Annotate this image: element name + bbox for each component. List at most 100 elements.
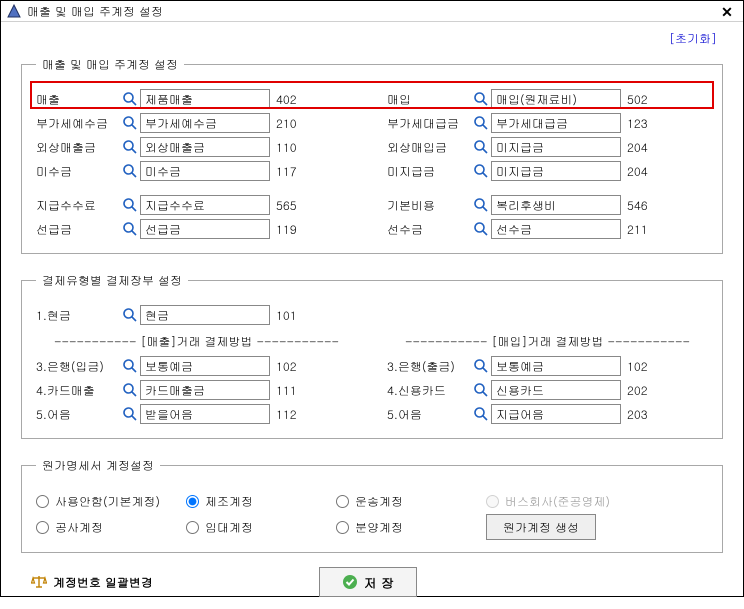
- acct-right-1-input[interactable]: [491, 113, 621, 133]
- close-button[interactable]: ✕: [717, 1, 737, 21]
- reset-link[interactable]: [초기화]: [669, 30, 717, 47]
- acct-left2-1-code: 119: [276, 221, 306, 238]
- cost-radio-5[interactable]: 임대계정: [186, 514, 336, 540]
- cost-radio-label-5: 임대계정: [205, 519, 253, 536]
- acct-left-0-code: 402: [276, 91, 306, 108]
- acct-right-3-input[interactable]: [491, 161, 621, 181]
- acct-right-3-code: 204: [627, 163, 657, 180]
- cost-radio-label-4: 공사계정: [55, 519, 103, 536]
- search-icon[interactable]: [122, 197, 138, 213]
- acct-left-3-row: 미수금 117: [36, 159, 357, 183]
- pay-sales-1-row: 4.카드매출111: [36, 378, 357, 402]
- cost-radio-4[interactable]: 공사계정: [36, 514, 186, 540]
- pay-purchase-2-input[interactable]: [491, 404, 621, 424]
- search-icon[interactable]: [473, 358, 489, 374]
- acct-right2-1-row: 선수금211: [387, 217, 708, 241]
- cash-row: 1.현금 101: [36, 303, 357, 327]
- cost-radio-input-5[interactable]: [186, 521, 199, 534]
- settings-window: 매출 및 매입 주계정 설정 ✕ [초기화] 매출 및 매입 주계정 설정 매출…: [0, 0, 744, 597]
- cash-input[interactable]: [140, 305, 270, 325]
- acct-left-0-input[interactable]: [140, 89, 270, 109]
- search-icon[interactable]: [122, 221, 138, 237]
- acct-right2-1-input[interactable]: [491, 219, 621, 239]
- acct-right2-0-label: 기본비용: [387, 197, 473, 214]
- acct-right2-0-code: 546: [627, 197, 657, 214]
- cost-radio-input-1[interactable]: [186, 495, 199, 508]
- acct-left-0-row: 매출402: [36, 87, 357, 111]
- search-icon[interactable]: [473, 115, 489, 131]
- pay-purchase-1-input[interactable]: [491, 380, 621, 400]
- acct-left-3-input[interactable]: [140, 161, 270, 181]
- pay-purchase-2-row: 5.어음 203: [387, 402, 708, 426]
- pay-purchase-0-input[interactable]: [491, 356, 621, 376]
- search-icon[interactable]: [473, 197, 489, 213]
- cost-radio-input-0[interactable]: [36, 495, 49, 508]
- generate-cost-button[interactable]: 원가계정 생성: [486, 514, 596, 540]
- bulk-change-link[interactable]: 계정번호 일괄변경: [31, 574, 153, 591]
- acct-right-0-label: 매입: [387, 91, 473, 108]
- save-label: 저 장: [364, 573, 394, 592]
- search-icon[interactable]: [122, 358, 138, 374]
- search-icon[interactable]: [122, 139, 138, 155]
- search-icon[interactable]: [473, 91, 489, 107]
- cost-radio-input-6[interactable]: [336, 521, 349, 534]
- search-icon[interactable]: [473, 139, 489, 155]
- acct-right2-1-code: 211: [627, 221, 657, 238]
- acct-left2-1-row: 선급금119: [36, 217, 357, 241]
- pay-sales-0-label: 3.은행(입금): [36, 358, 122, 375]
- acct-right-1-code: 123: [627, 115, 657, 132]
- search-icon[interactable]: [473, 382, 489, 398]
- search-icon[interactable]: [122, 163, 138, 179]
- main-account-legend: 매출 및 매입 주계정 설정: [36, 56, 184, 73]
- acct-right-3-label: 미지급금: [387, 163, 473, 180]
- acct-left-2-input[interactable]: [140, 137, 270, 157]
- search-icon[interactable]: [122, 406, 138, 422]
- cost-radio-input-2[interactable]: [336, 495, 349, 508]
- search-icon[interactable]: [473, 221, 489, 237]
- pay-sales-2-row: 5.어음112: [36, 402, 357, 426]
- search-icon[interactable]: [473, 406, 489, 422]
- acct-left-3-code: 117: [276, 163, 306, 180]
- acct-left-1-label: 부가세예수금: [36, 115, 122, 132]
- search-icon[interactable]: [122, 382, 138, 398]
- cost-radio-input-3: [486, 495, 499, 508]
- acct-left2-0-input[interactable]: [140, 195, 270, 215]
- save-button[interactable]: 저 장: [319, 567, 417, 597]
- pay-purchase-2-label: 5.어음: [387, 406, 473, 423]
- pay-sales-2-input[interactable]: [140, 404, 270, 424]
- cost-radio-1[interactable]: 제조계정: [186, 488, 336, 514]
- acct-left-3-label: 미수금: [36, 163, 122, 180]
- acct-left-1-code: 210: [276, 115, 306, 132]
- pay-purchase-2-code: 203: [627, 406, 657, 423]
- pay-purchase-1-label: 4.신용카드: [387, 382, 473, 399]
- titlebar: 매출 및 매입 주계정 설정 ✕: [1, 1, 743, 22]
- bulk-change-label: 계정번호 일괄변경: [53, 574, 153, 591]
- payment-legend: 결제유형별 결제장부 설정: [36, 272, 188, 289]
- acct-left-2-row: 외상매출금110: [36, 135, 357, 159]
- pay-sales-0-code: 102: [276, 358, 306, 375]
- scale-icon: [31, 575, 47, 589]
- pay-sales-1-input[interactable]: [140, 380, 270, 400]
- cost-radio-0[interactable]: 사용안함(기본계정): [36, 488, 186, 514]
- payment-fieldset: 결제유형별 결제장부 설정 1.현금 101 ----------- [매출]거…: [21, 272, 723, 439]
- search-icon[interactable]: [122, 307, 138, 323]
- sales-method-header: ----------- [매출]거래 결제방법 -----------: [36, 333, 357, 350]
- cost-radio-2[interactable]: 운송계정: [336, 488, 486, 514]
- search-icon[interactable]: [122, 115, 138, 131]
- window-title: 매출 및 매입 주계정 설정: [27, 3, 717, 20]
- search-icon[interactable]: [473, 163, 489, 179]
- acct-right2-0-input[interactable]: [491, 195, 621, 215]
- acct-left2-1-input[interactable]: [140, 219, 270, 239]
- cost-fieldset: 원가명세서 계정설정 사용안함(기본계정)제조계정운송계정버스회사(준공영제)공…: [21, 457, 723, 553]
- cost-radio-input-4[interactable]: [36, 521, 49, 534]
- cost-radio-3: 버스회사(준공영제): [486, 488, 636, 514]
- acct-left-1-input[interactable]: [140, 113, 270, 133]
- cost-radio-6[interactable]: 분양계정: [336, 514, 486, 540]
- pay-purchase-0-row: 3.은행(출금)102: [387, 354, 708, 378]
- acct-right-2-input[interactable]: [491, 137, 621, 157]
- search-icon[interactable]: [122, 91, 138, 107]
- purchase-method-header: ----------- [매입]거래 결제방법 -----------: [387, 333, 708, 350]
- pay-sales-0-input[interactable]: [140, 356, 270, 376]
- acct-right-2-row: 외상매입금204: [387, 135, 708, 159]
- acct-right-0-input[interactable]: [491, 89, 621, 109]
